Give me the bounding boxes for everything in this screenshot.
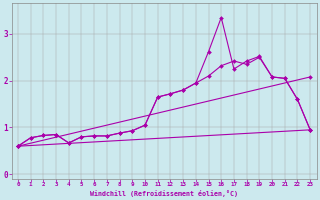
X-axis label: Windchill (Refroidissement éolien,°C): Windchill (Refroidissement éolien,°C) <box>90 190 238 197</box>
